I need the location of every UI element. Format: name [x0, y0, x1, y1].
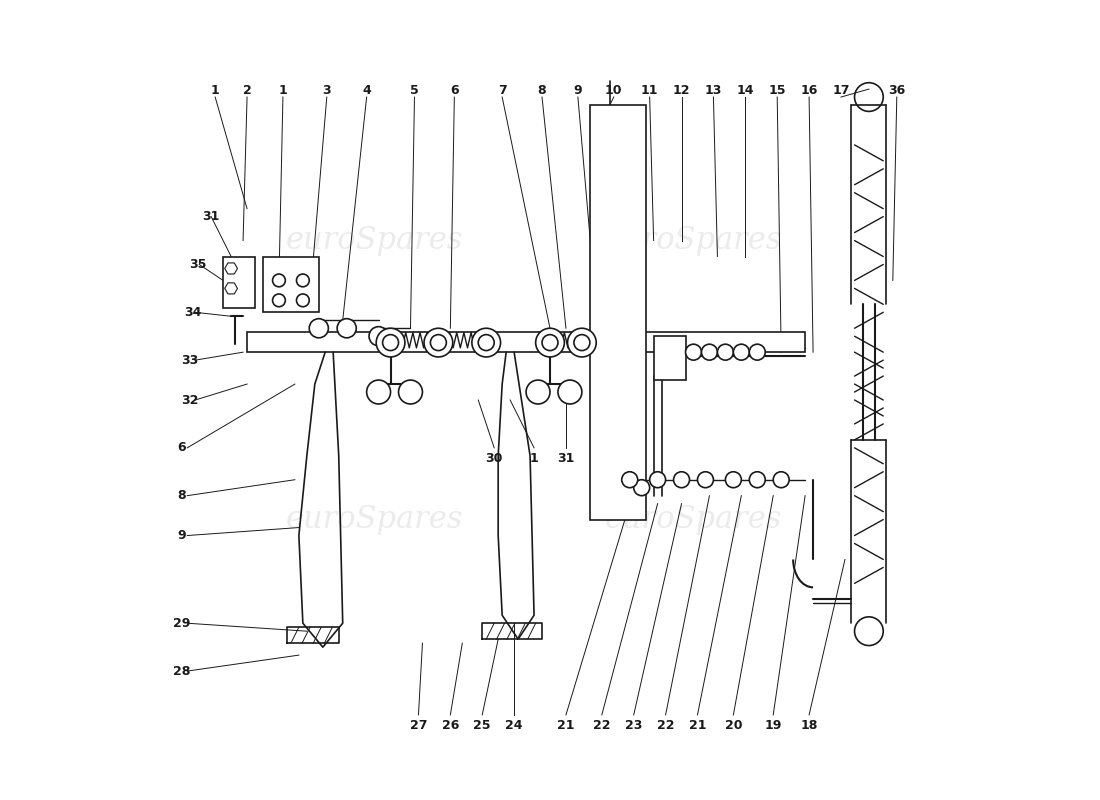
- Text: euroSpares: euroSpares: [605, 504, 782, 535]
- Text: 31: 31: [558, 452, 574, 465]
- Text: 35: 35: [189, 258, 207, 271]
- Circle shape: [749, 472, 766, 488]
- Circle shape: [697, 472, 714, 488]
- Polygon shape: [224, 283, 238, 294]
- Circle shape: [228, 266, 234, 272]
- Circle shape: [734, 344, 749, 360]
- Circle shape: [749, 344, 766, 360]
- Circle shape: [717, 344, 734, 360]
- Circle shape: [685, 344, 702, 360]
- FancyBboxPatch shape: [223, 257, 255, 308]
- Text: euroSpares: euroSpares: [605, 225, 782, 256]
- Circle shape: [472, 328, 500, 357]
- Text: 25: 25: [473, 719, 491, 732]
- Circle shape: [526, 380, 550, 404]
- Text: 27: 27: [409, 719, 427, 732]
- Text: 1: 1: [278, 84, 287, 97]
- Text: 12: 12: [673, 84, 691, 97]
- Text: 32: 32: [182, 394, 198, 406]
- Text: 7: 7: [498, 84, 506, 97]
- Text: 1: 1: [530, 452, 538, 465]
- Text: 16: 16: [801, 84, 817, 97]
- Circle shape: [297, 274, 309, 286]
- Text: 11: 11: [641, 84, 659, 97]
- Text: 29: 29: [173, 617, 190, 630]
- Text: 18: 18: [801, 719, 817, 732]
- Text: 28: 28: [173, 665, 190, 678]
- Text: 13: 13: [705, 84, 722, 97]
- Circle shape: [309, 318, 329, 338]
- Text: 21: 21: [558, 719, 574, 732]
- Circle shape: [368, 326, 388, 346]
- Text: euroSpares: euroSpares: [286, 225, 463, 256]
- Text: 31: 31: [202, 210, 220, 223]
- Text: 15: 15: [769, 84, 786, 97]
- Text: 17: 17: [833, 84, 849, 97]
- Text: 1: 1: [211, 84, 220, 97]
- Text: 10: 10: [605, 84, 623, 97]
- Circle shape: [621, 472, 638, 488]
- Circle shape: [424, 328, 453, 357]
- Circle shape: [773, 472, 789, 488]
- FancyBboxPatch shape: [590, 105, 646, 519]
- Circle shape: [725, 472, 741, 488]
- Text: 21: 21: [689, 719, 706, 732]
- Text: 23: 23: [625, 719, 642, 732]
- Text: 8: 8: [538, 84, 547, 97]
- Circle shape: [297, 294, 309, 306]
- FancyBboxPatch shape: [653, 336, 685, 380]
- Text: 8: 8: [177, 489, 186, 502]
- Circle shape: [273, 294, 285, 306]
- Circle shape: [650, 472, 666, 488]
- Text: 6: 6: [177, 442, 186, 454]
- Circle shape: [398, 380, 422, 404]
- Circle shape: [702, 344, 717, 360]
- Circle shape: [273, 274, 285, 286]
- FancyBboxPatch shape: [248, 332, 805, 352]
- Text: 36: 36: [888, 84, 905, 97]
- Text: 22: 22: [657, 719, 674, 732]
- Circle shape: [634, 480, 650, 496]
- Text: 26: 26: [442, 719, 459, 732]
- Polygon shape: [224, 263, 238, 274]
- Circle shape: [376, 328, 405, 357]
- Text: 30: 30: [485, 452, 503, 465]
- Circle shape: [568, 328, 596, 357]
- Text: 22: 22: [593, 719, 611, 732]
- Text: 34: 34: [184, 306, 201, 319]
- Text: 5: 5: [410, 84, 419, 97]
- Circle shape: [366, 380, 390, 404]
- Circle shape: [558, 380, 582, 404]
- FancyBboxPatch shape: [263, 257, 319, 312]
- Circle shape: [673, 472, 690, 488]
- Circle shape: [536, 328, 564, 357]
- Text: 20: 20: [725, 719, 742, 732]
- Circle shape: [337, 318, 356, 338]
- Text: 9: 9: [573, 84, 582, 97]
- Text: 24: 24: [505, 719, 522, 732]
- Text: 3: 3: [322, 84, 331, 97]
- Text: 6: 6: [450, 84, 459, 97]
- Text: 33: 33: [182, 354, 198, 366]
- Text: 4: 4: [362, 84, 371, 97]
- Text: euroSpares: euroSpares: [286, 504, 463, 535]
- Circle shape: [228, 285, 234, 291]
- Text: 9: 9: [177, 529, 186, 542]
- Text: 2: 2: [243, 84, 252, 97]
- Text: 14: 14: [737, 84, 755, 97]
- Text: 19: 19: [764, 719, 782, 732]
